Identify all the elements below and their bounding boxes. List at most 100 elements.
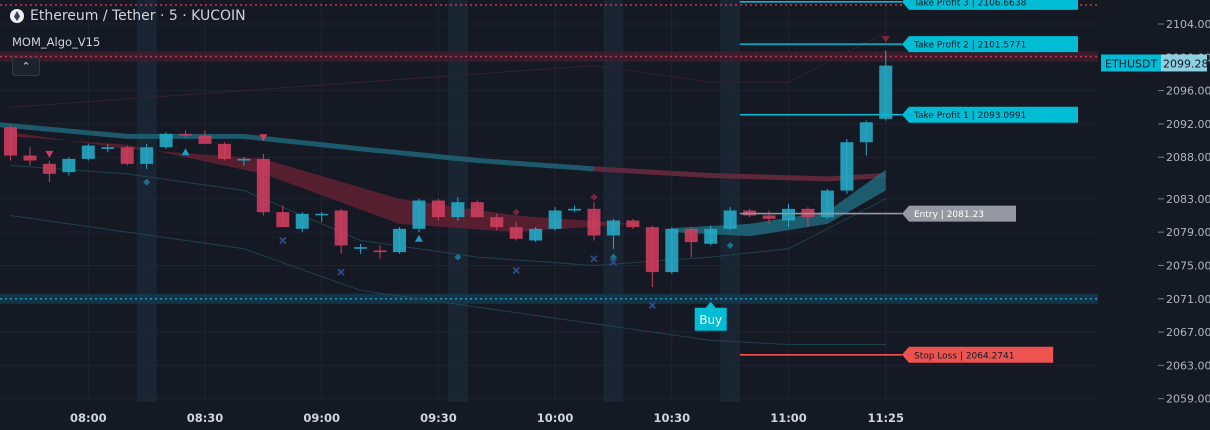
lower-envelope: [10, 165, 886, 266]
candle-body: [470, 202, 484, 218]
candle-body: [159, 133, 173, 148]
candle-body: [120, 147, 134, 164]
level-label-text: Take Profit 2 | 2101.5771: [913, 41, 1026, 51]
sell-signal-marker: [45, 150, 54, 158]
candle-body: [723, 210, 737, 229]
candle-body: [665, 228, 679, 273]
x-marker: [590, 255, 598, 263]
candle-body: [198, 135, 212, 144]
ethereum-logo-icon: [10, 9, 24, 23]
candle-body: [431, 200, 445, 218]
diamond-marker: [143, 178, 151, 186]
price-tick-label: 2071.00: [1166, 293, 1210, 306]
candle-body: [237, 158, 251, 161]
candle-body: [684, 228, 698, 243]
diamond-marker: [726, 241, 734, 249]
candle-body: [101, 147, 115, 149]
level-label-text: Stop Loss | 2064.2741: [914, 351, 1015, 361]
candle-body: [42, 163, 56, 174]
last-price-text: 2099.28: [1163, 57, 1209, 70]
chart-header: Ethereum / Tether · 5 · KUCOIN: [10, 8, 246, 24]
time-tick-label: 08:30: [187, 411, 224, 425]
diamond-marker: [512, 208, 520, 216]
price-tick-label: 2067.00: [1166, 326, 1210, 339]
candle-body: [782, 208, 795, 221]
candle-body: [334, 210, 348, 246]
candle-body: [587, 208, 601, 236]
candle-body: [840, 142, 854, 191]
level-label-box: [902, 106, 1078, 123]
level-label-box: [902, 36, 1078, 53]
level-label-text: Entry | 2081.23: [914, 210, 984, 220]
candle-body: [859, 122, 873, 143]
price-tick-label: 2092.00: [1166, 118, 1210, 131]
candle-body: [4, 127, 17, 156]
price-tick-label: 2088.00: [1166, 151, 1210, 164]
candle-body: [645, 227, 659, 273]
moving-average-teal: [0, 122, 595, 172]
moving-average-red: [593, 166, 886, 182]
time-tick-label: 10:00: [537, 411, 574, 425]
level-label-box: [902, 0, 1078, 10]
x-marker: [279, 236, 287, 245]
candle-body: [393, 228, 406, 253]
indicator-name[interactable]: MOM_Algo_V15: [12, 35, 101, 49]
price-tick-label: 2096.00: [1166, 85, 1210, 98]
candle-body: [568, 208, 582, 211]
buy-signal-marker: [414, 234, 423, 242]
candle-body: [295, 213, 309, 229]
candle-body: [548, 210, 562, 229]
candle-body: [626, 220, 640, 228]
support-zone: [0, 293, 1098, 304]
candle-body: [140, 147, 154, 164]
candle-body: [315, 213, 329, 216]
upper-envelope: [10, 31, 886, 108]
candle-body: [373, 250, 387, 253]
candle-body: [217, 143, 231, 159]
level-label-box: [902, 346, 1054, 363]
candle-body: [179, 133, 193, 136]
buy-signal-marker: [181, 148, 190, 156]
candle-body: [354, 247, 368, 249]
last-price-tag: [1161, 54, 1207, 72]
time-tick-label: 10:30: [653, 411, 690, 425]
sell-signal-marker: [881, 35, 890, 43]
x-marker: [648, 301, 656, 310]
time-tick-label: 11:00: [770, 411, 807, 425]
time-tick-label: 11:25: [867, 411, 904, 425]
candle-body: [256, 158, 270, 213]
symbol-tag: [1101, 54, 1161, 72]
time-tick-label: 09:30: [420, 411, 457, 425]
candle-body: [879, 65, 893, 119]
buy-label-text: Buy: [699, 313, 722, 327]
candle-body: [509, 227, 523, 239]
symbol-title[interactable]: Ethereum / Tether · 5 · KUCOIN: [30, 8, 246, 24]
candle-body: [412, 200, 426, 229]
x-marker: [512, 266, 520, 275]
lower-envelope-2: [10, 214, 886, 346]
price-tick-label: 2075.00: [1166, 259, 1210, 272]
resistance-zone: [0, 51, 1098, 62]
candle-body: [23, 155, 37, 161]
chevron-up-icon[interactable]: ⌃: [12, 57, 40, 76]
candle-body: [451, 202, 465, 218]
candle-body: [276, 212, 290, 228]
candle-body: [606, 220, 620, 236]
time-tick-label: 08:00: [70, 411, 107, 425]
candle-body: [62, 158, 76, 173]
x-marker: [609, 258, 618, 266]
candle-body: [820, 190, 834, 218]
level-label-text: Take Profit 3 | 2106.6638: [913, 0, 1027, 8]
time-tick-label: 09:00: [303, 411, 340, 425]
diamond-marker: [609, 253, 617, 261]
sell-signal-marker: [259, 134, 268, 142]
diamond-marker: [454, 253, 462, 261]
level-label-box: [902, 205, 1016, 222]
candle-body: [762, 215, 776, 219]
buy-label-box: [694, 301, 727, 331]
momentum-cloud-teal: [671, 169, 886, 237]
price-tick-label: 2059.00: [1166, 393, 1210, 406]
diamond-marker: [590, 193, 598, 201]
momentum-cloud-red: [10, 132, 633, 233]
